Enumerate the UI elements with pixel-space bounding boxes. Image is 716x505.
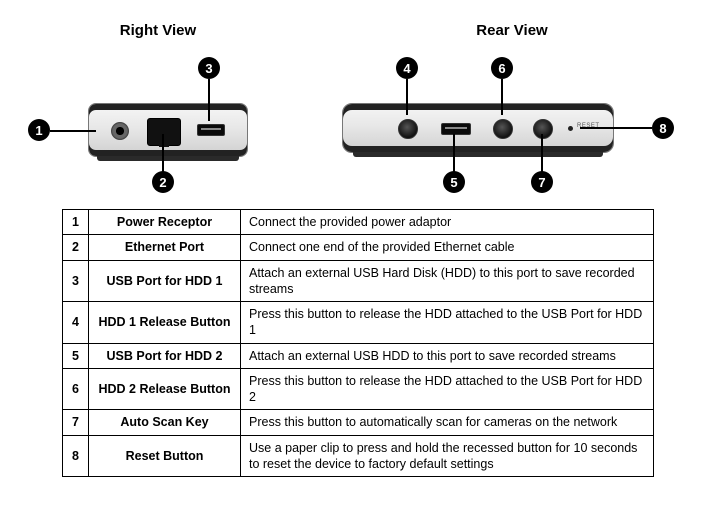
row-number: 5 [63,343,89,368]
table-row: 6HDD 2 Release ButtonPress this button t… [63,368,654,410]
rear-device: RESET [342,103,614,153]
row-name: Reset Button [89,435,241,477]
hdd1-release-button-icon [398,119,418,139]
table-row: 8Reset ButtonUse a paper clip to press a… [63,435,654,477]
row-name: Auto Scan Key [89,410,241,435]
right-device-wrap: 1 3 2 [28,79,288,199]
table-row: 5USB Port for HDD 2Attach an external US… [63,343,654,368]
leader-7 [541,134,543,172]
usb-port-hdd1-icon [197,124,225,136]
auto-scan-key-icon [533,119,553,139]
row-number: 2 [63,235,89,260]
callout-6: 6 [491,57,513,79]
rear-device-wrap: 4 6 5 7 8 RESET [332,79,692,199]
leader-3 [208,79,210,121]
row-name: USB Port for HDD 1 [89,260,241,302]
right-device [88,103,248,157]
table-row: 2Ethernet PortConnect one end of the pro… [63,235,654,260]
callout-7: 7 [531,171,553,193]
leader-8 [580,127,652,129]
leader-2 [162,134,164,172]
callout-2: 2 [152,171,174,193]
rear-view-column: Rear View 4 6 5 7 8 RESET [332,22,692,199]
callout-3: 3 [198,57,220,79]
parts-table-body: 1Power ReceptorConnect the provided powe… [63,210,654,477]
row-number: 8 [63,435,89,477]
ethernet-port-icon [147,118,181,146]
callout-4: 4 [396,57,418,79]
callout-1: 1 [28,119,50,141]
callout-8: 8 [652,117,674,139]
row-name: HDD 1 Release Button [89,302,241,344]
row-description: Attach an external USB HDD to this port … [241,343,654,368]
row-number: 1 [63,210,89,235]
row-name: USB Port for HDD 2 [89,343,241,368]
views-row: Right View 1 3 2 Rear View 4 6 [0,0,716,199]
reset-button-hole-icon [568,126,573,131]
row-number: 3 [63,260,89,302]
table-row: 4HDD 1 Release ButtonPress this button t… [63,302,654,344]
leader-4 [406,79,408,115]
row-description: Connect one end of the provided Ethernet… [241,235,654,260]
hdd2-release-button-icon [493,119,513,139]
usb-port-hdd2-icon [441,123,471,135]
right-view-title: Right View [120,22,196,39]
row-number: 7 [63,410,89,435]
parts-table: 1Power ReceptorConnect the provided powe… [62,209,654,477]
row-name: HDD 2 Release Button [89,368,241,410]
right-view-column: Right View 1 3 2 [24,22,292,199]
row-name: Power Receptor [89,210,241,235]
row-description: Press this button to release the HDD att… [241,368,654,410]
row-number: 6 [63,368,89,410]
leader-5 [453,134,455,172]
row-number: 4 [63,302,89,344]
row-description: Press this button to automatically scan … [241,410,654,435]
row-name: Ethernet Port [89,235,241,260]
row-description: Use a paper clip to press and hold the r… [241,435,654,477]
leader-6 [501,79,503,115]
row-description: Attach an external USB Hard Disk (HDD) t… [241,260,654,302]
table-row: 3USB Port for HDD 1Attach an external US… [63,260,654,302]
power-receptor-port-icon [111,122,129,140]
parts-table-container: 1Power ReceptorConnect the provided powe… [0,199,716,477]
row-description: Press this button to release the HDD att… [241,302,654,344]
table-row: 7Auto Scan KeyPress this button to autom… [63,410,654,435]
rear-view-title: Rear View [476,22,547,39]
row-description: Connect the provided power adaptor [241,210,654,235]
table-row: 1Power ReceptorConnect the provided powe… [63,210,654,235]
callout-5: 5 [443,171,465,193]
leader-1 [50,130,96,132]
